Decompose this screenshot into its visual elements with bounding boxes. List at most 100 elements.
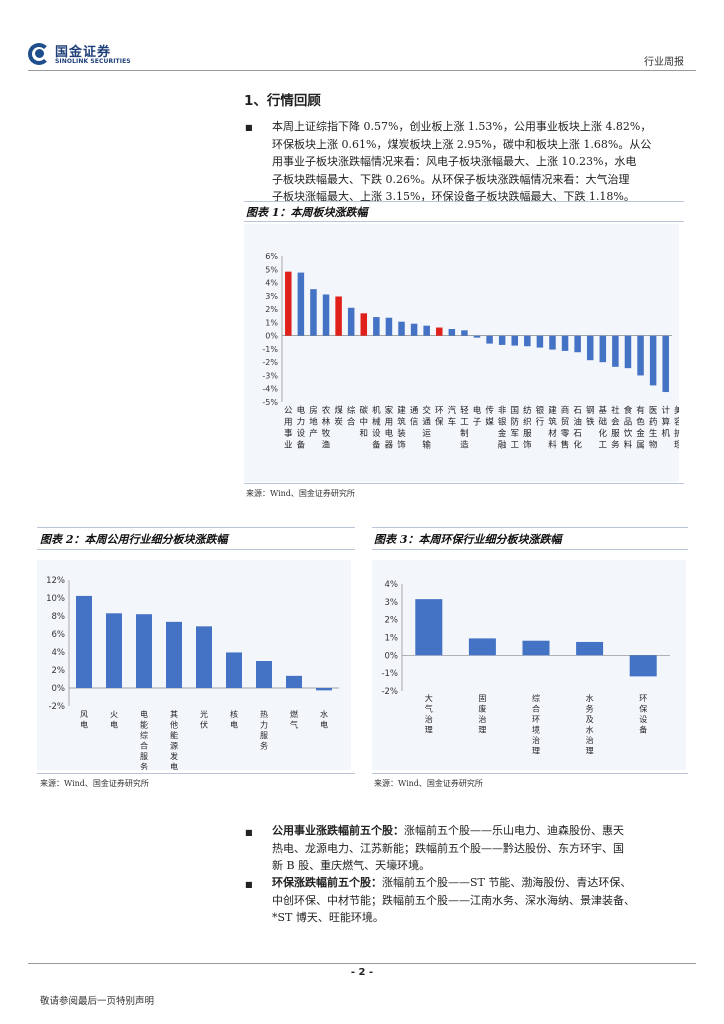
category-label: 服	[611, 429, 620, 439]
bullet-text: 中创环保、中材节能；跌幅前五个股——江南水务、深水海纳、景津装备、	[272, 893, 635, 907]
category-label: 能	[170, 730, 178, 740]
category-label: 工	[510, 441, 519, 451]
category-label: 电	[80, 720, 88, 730]
category-label: 地	[309, 417, 318, 428]
y-tick-label: -3%	[262, 371, 278, 380]
bar	[256, 661, 272, 688]
summary-line: 本周上证综指下降 0.57%，创业板上涨 1.53%，公用事业板块上涨 4.82…	[272, 120, 652, 133]
bullet-text: 新 B 股、重庆燃气、天壕环境。	[272, 859, 431, 873]
category-label: 子	[473, 418, 482, 428]
logo-text-en: SINOLINK SECURITIES	[55, 58, 131, 65]
category-label: 机	[372, 405, 381, 416]
category-label: 理	[478, 726, 486, 735]
bar	[498, 335, 506, 345]
category-label: 事	[284, 428, 293, 439]
category-label: 理	[532, 747, 540, 756]
y-tick-label: 10%	[46, 594, 65, 604]
category-label: 医	[649, 406, 658, 416]
bar	[286, 675, 302, 688]
category-label: 商	[561, 405, 570, 416]
bar	[612, 335, 619, 367]
category-label: 治	[586, 735, 594, 745]
summary-line: 用事业子板块涨跌幅情况来看：风电子板块涨幅最大、上涨 10.23%，水电	[272, 155, 637, 169]
category-label: 电	[385, 428, 394, 439]
y-tick-label: 2%	[265, 305, 278, 314]
category-label: 能	[140, 720, 148, 730]
category-label: 器	[385, 441, 394, 451]
category-label: 贸	[561, 417, 570, 428]
category-label: 金	[498, 428, 507, 439]
category-label: 水	[320, 709, 328, 719]
bar	[310, 289, 317, 336]
category-label: 容	[674, 417, 679, 428]
category-label: 综	[140, 730, 148, 740]
bar	[549, 335, 556, 350]
category-label: 大	[425, 693, 433, 703]
category-label: 服	[140, 752, 148, 761]
category-label: 材	[548, 428, 557, 439]
category-label: 物	[649, 440, 658, 451]
bar	[436, 327, 443, 336]
category-label: 房	[309, 405, 318, 416]
category-label: 保	[435, 417, 444, 428]
category-label: 理	[586, 747, 594, 756]
bullet-label: 环保涨跌幅前五个股：	[272, 876, 382, 889]
bar	[624, 335, 632, 369]
bar	[166, 621, 182, 688]
category-label: 行	[536, 417, 545, 428]
category-label: 品	[624, 418, 633, 428]
category-label: 环	[435, 406, 444, 416]
summary-line: 环保板块上涨 0.61%，煤炭板块上涨 2.95%，碳中和板块上涨 1.68%。…	[272, 137, 652, 151]
category-label: 他	[170, 720, 178, 730]
bullet-text: 热电、龙源电力、江苏新能；跌幅前五个股——黔达股份、东方环宇、国	[272, 841, 624, 855]
bar	[511, 335, 518, 346]
bar	[576, 641, 604, 656]
category-label: 媒	[485, 418, 494, 428]
category-label: 碳	[360, 405, 369, 416]
y-tick-label: -2%	[262, 358, 278, 367]
category-label: 运	[422, 429, 431, 439]
summary-paragraph: 本周上证综指下降 0.57%，创业板上涨 1.53%，公用事业板块上涨 4.82…	[272, 118, 692, 206]
category-label: 风	[80, 710, 88, 719]
category-label: 础	[599, 417, 608, 428]
category-label: 织	[523, 417, 532, 428]
category-label: 合	[347, 417, 356, 428]
category-label: 械	[372, 417, 381, 428]
bar	[629, 655, 657, 677]
category-label: 交	[422, 405, 431, 416]
category-label: 环	[639, 694, 647, 703]
figure-2-chart: 12%10%8%6%4%2%0%-2%风电火电电能综合服务其他能源发电光伏核电热…	[46, 576, 339, 772]
category-label: 其	[170, 710, 178, 719]
category-label: 光	[200, 709, 208, 719]
category-label: 电	[140, 709, 148, 719]
bullet-text: 涨幅前五个股——ST 节能、渤海股份、青达环保、	[382, 876, 632, 889]
category-label: 色	[636, 417, 645, 428]
category-label: 金	[636, 428, 645, 439]
category-label: 筑	[397, 417, 406, 428]
bar	[423, 325, 430, 336]
category-label: 通	[422, 417, 431, 428]
figure-3-chart-area: 4% 3% 2% 1% 0% -1% -2% 大气治理固废治理综合环境治理水务及水治理环保设备	[372, 560, 686, 770]
y-tick-label: 0%	[265, 332, 278, 341]
category-label: 理	[425, 726, 433, 735]
category-label: 力	[297, 417, 306, 428]
category-label: 算	[661, 417, 670, 428]
y-tick-label: -2%	[48, 702, 65, 712]
category-label: 属	[636, 441, 645, 451]
bar	[415, 599, 443, 656]
bar	[574, 335, 581, 353]
bar	[536, 335, 544, 348]
category-label: 固	[478, 694, 486, 703]
y-tick-label: 0%	[385, 651, 399, 661]
category-label: 水	[586, 725, 594, 735]
category-label: 备	[372, 440, 381, 451]
category-label: 轻	[460, 405, 469, 416]
bar	[136, 614, 152, 688]
category-label: 电	[297, 405, 306, 416]
category-label: 通	[410, 405, 419, 416]
category-label: 饰	[523, 440, 532, 451]
y-tick-label: 2%	[52, 666, 66, 676]
category-label: 火	[110, 710, 118, 719]
category-label: 合	[532, 704, 540, 714]
category-label: 会	[611, 417, 620, 428]
